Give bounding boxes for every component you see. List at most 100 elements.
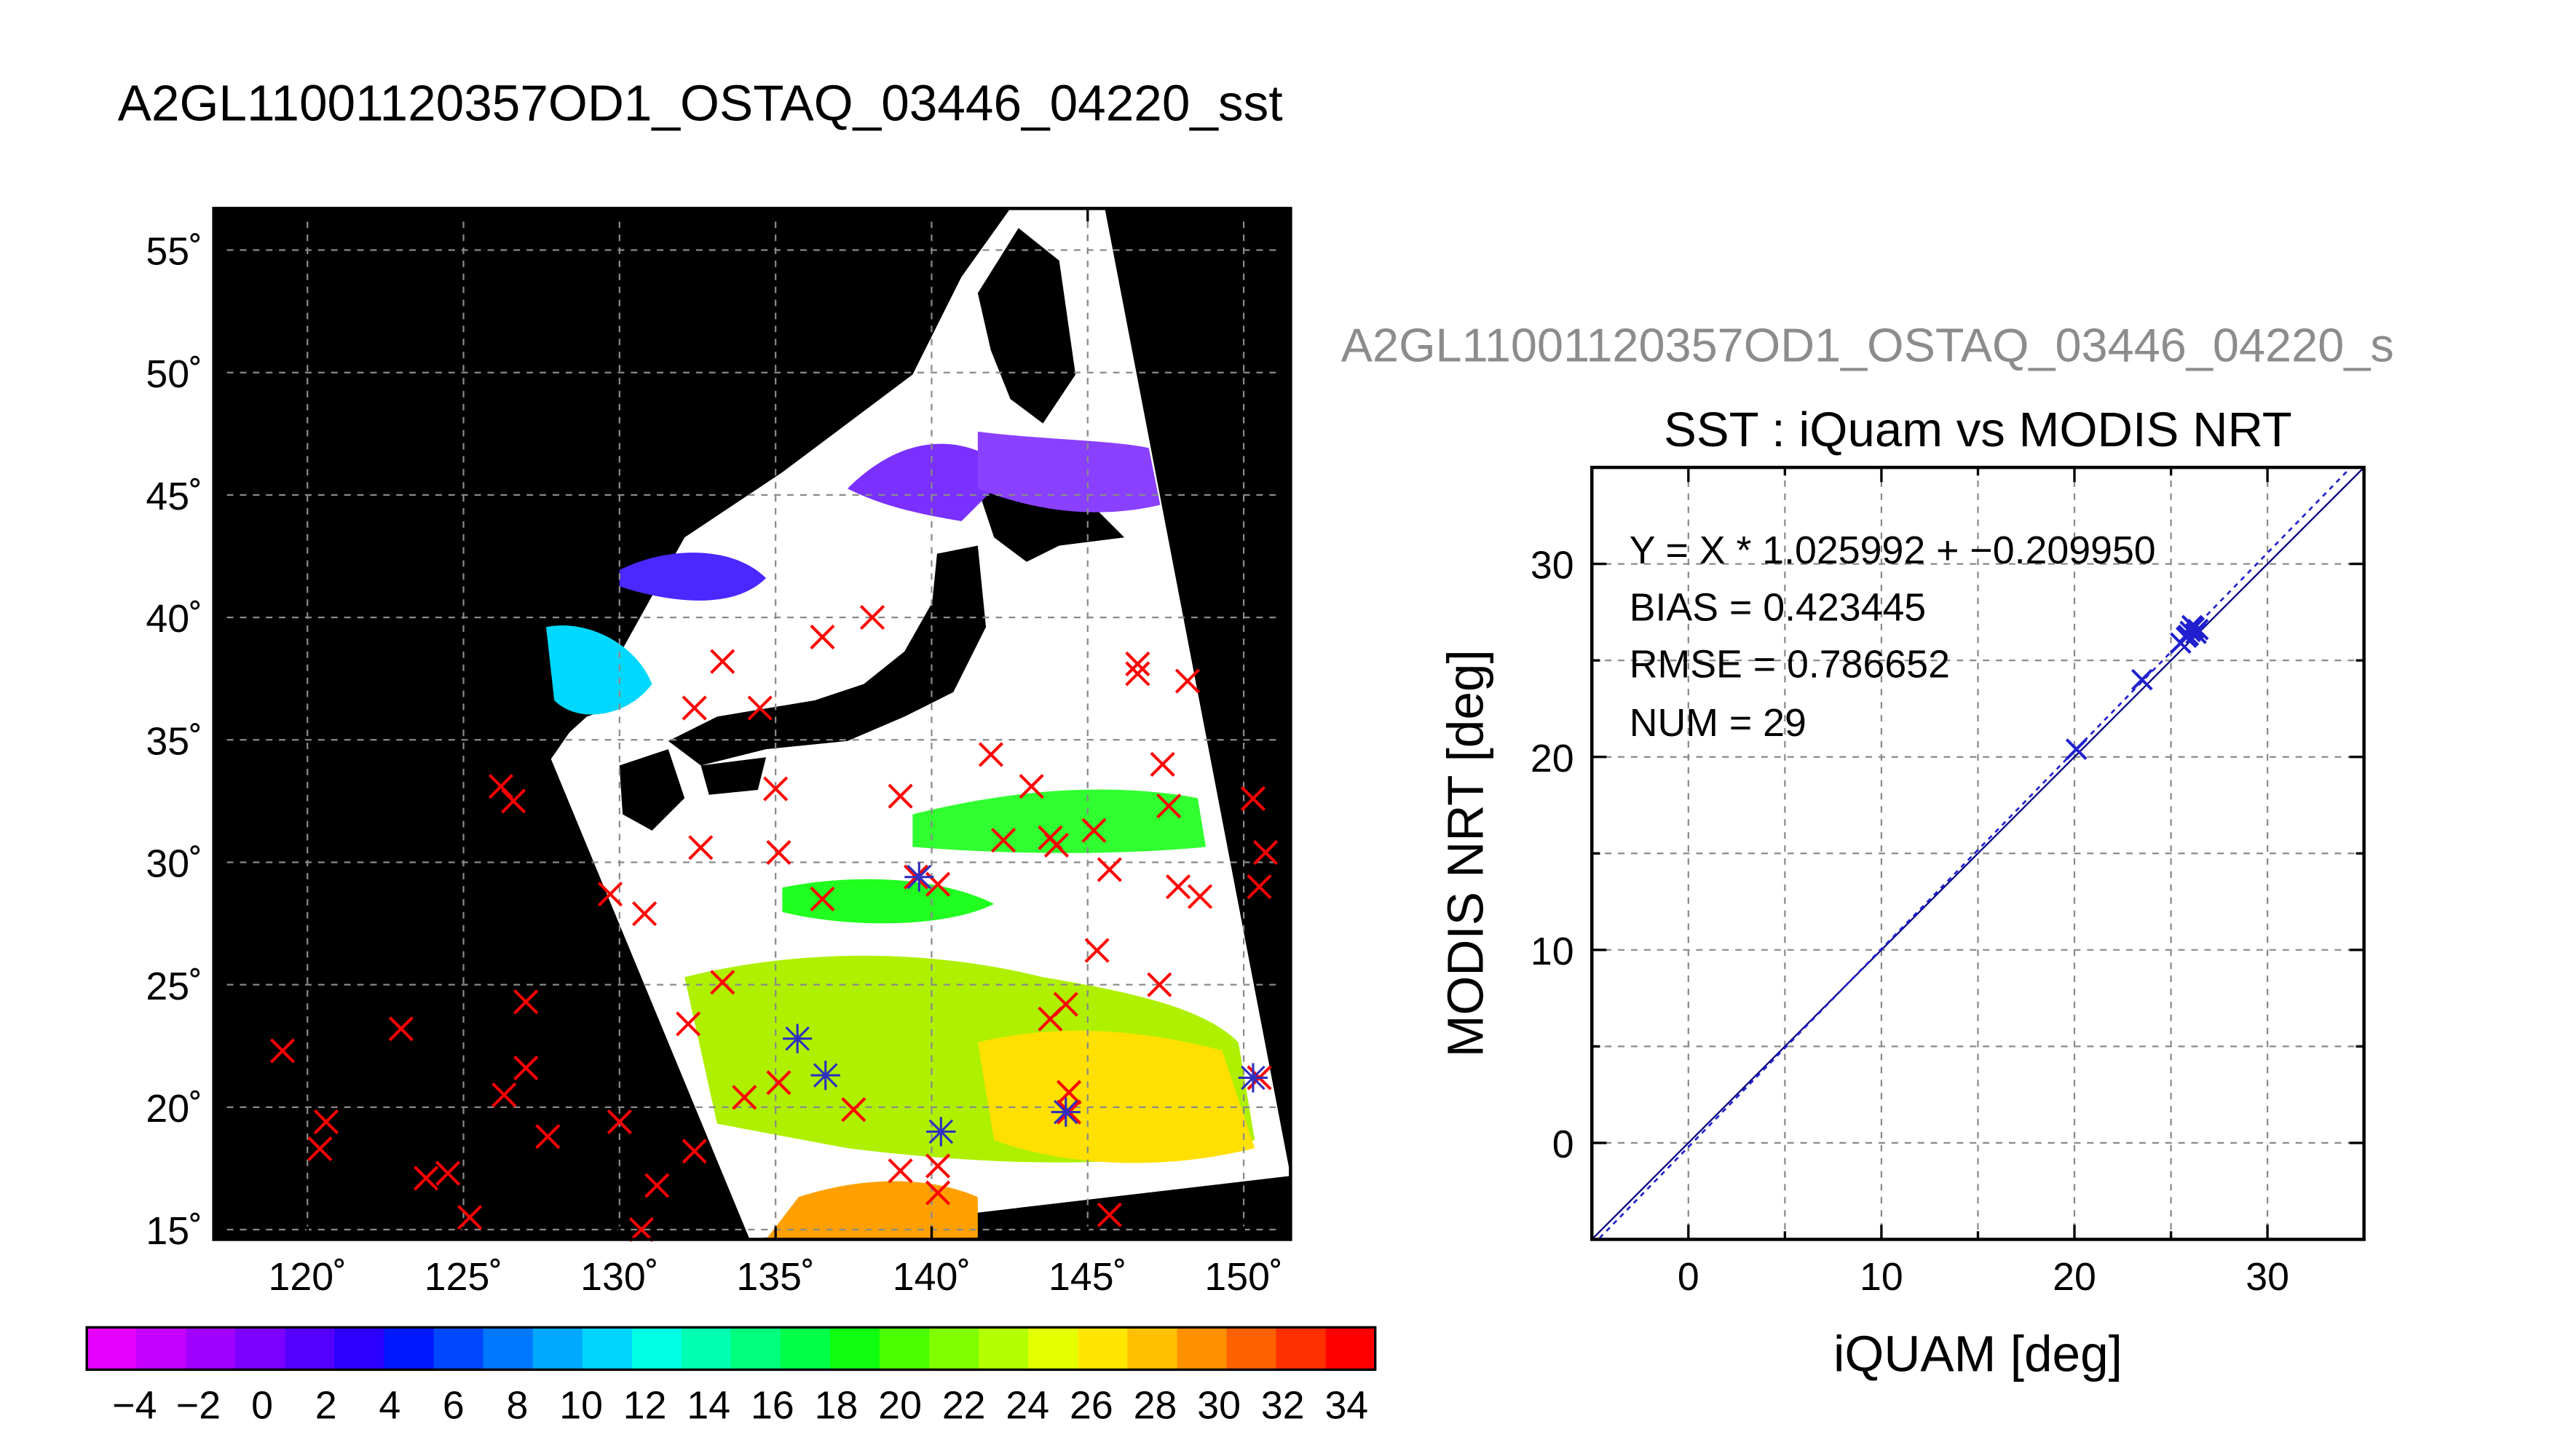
map-marker-33 [888, 1158, 913, 1184]
scatter-y-tick-label-3: 30 [1531, 544, 1574, 587]
map-x-tick-label-2: 130˚ [580, 1255, 658, 1299]
map-marker-17 [644, 1173, 670, 1198]
colorbar-tick-label-13: 22 [942, 1384, 986, 1428]
colorbar-cell-3 [235, 1327, 286, 1370]
scatter-annotation-fit: Y = X * 1.025992 + −0.209950 [1630, 529, 2156, 572]
map-marker-34 [888, 783, 913, 809]
map-marker-27 [766, 839, 791, 866]
scatter-x-tick-label-3: 30 [2246, 1255, 2289, 1299]
scatter-annotation-num: NUM = 29 [1630, 701, 1806, 745]
map-y-tick-label-6: 45˚ [146, 475, 202, 518]
map-marker-49 [1084, 938, 1110, 963]
scatter-panel: SST : iQuam vs MODIS NRT 0 10 20 30 0 10 20 30… [1437, 403, 2366, 1382]
scatter-annotation-rmse: RMSE = 0.786652 [1630, 643, 1950, 687]
scatter-annotation-bias: BIAS = 0.423445 [1630, 585, 1926, 629]
map-marker-3 [388, 1016, 414, 1042]
scatter-fit-line [1598, 467, 2352, 1239]
scatter-point-8 [2187, 618, 2209, 641]
colorbar-cell-10 [582, 1327, 633, 1370]
map-y-tick-label-4: 35˚ [146, 719, 202, 763]
colorbar-tick-label-14: 24 [1006, 1384, 1049, 1428]
map-y-tick-label-0: 15˚ [146, 1209, 202, 1253]
map-marker-20 [688, 835, 714, 860]
map-marker-13 [597, 882, 623, 907]
colorbar-cells [87, 1327, 1376, 1370]
colorbar-tick-label-6: 8 [507, 1384, 529, 1428]
colorbar-cell-6 [384, 1327, 435, 1370]
colorbar-tick-label-2: 0 [251, 1384, 273, 1428]
colorbar-tick-label-17: 30 [1197, 1384, 1241, 1428]
colorbar-cell-5 [334, 1327, 385, 1370]
colorbar-cell-17 [929, 1327, 980, 1370]
sst-green-1 [912, 789, 1207, 853]
colorbar-tick-label-9: 14 [687, 1384, 730, 1428]
colorbar-tick-label-16: 28 [1134, 1384, 1177, 1428]
map-x-tick-label-6: 150˚ [1204, 1255, 1282, 1299]
map-marker-39 [978, 742, 1004, 767]
land-sakhalin [977, 228, 1076, 424]
map-marker-54 [1147, 972, 1172, 997]
map-frame [212, 207, 1292, 1241]
scatter-x-axis-label: iQUAM [deg] [1833, 1326, 2122, 1382]
colorbar-cell-22 [1177, 1327, 1228, 1370]
colorbar-cell-21 [1127, 1327, 1178, 1370]
map-marker-55 [1150, 751, 1175, 777]
map-x-tick-label-4: 140˚ [893, 1255, 971, 1299]
map-marker-53 [1125, 661, 1150, 687]
map-matched-marker-2 [904, 862, 934, 892]
map-marker-45 [1053, 992, 1078, 1017]
colorbar-tick-label-0: −4 [112, 1384, 157, 1428]
map-marker-0 [269, 1038, 296, 1064]
map-marker-21 [682, 695, 707, 721]
map-y-tick-label-1: 20˚ [146, 1087, 202, 1131]
map-y-tick-label-2: 25˚ [146, 965, 202, 1008]
map-marker-11 [513, 1055, 539, 1081]
map-y-tick-label-3: 30˚ [146, 842, 202, 886]
colorbar-cell-15 [830, 1327, 881, 1370]
scatter-lines [1591, 467, 2365, 1241]
map-marker-58 [1174, 668, 1201, 694]
colorbar-tick-label-11: 18 [815, 1384, 858, 1428]
scatter-point-0 [2065, 738, 2088, 760]
map-marker-19 [682, 1139, 707, 1164]
scatter-identity-line [1591, 467, 2365, 1241]
colorbar-cell-20 [1078, 1327, 1129, 1370]
map-marker-51 [1097, 1202, 1122, 1227]
scatter-grid [1592, 467, 2364, 1240]
colorbar-tick-label-7: 10 [559, 1384, 603, 1428]
scatter-y-tick-label-2: 20 [1531, 737, 1574, 780]
colorbar-tick-label-8: 12 [623, 1384, 667, 1428]
scatter-x-tick-label-0: 0 [1678, 1255, 1699, 1299]
sst-green-2 [782, 879, 995, 924]
scatter-title: SST : iQuam vs MODIS NRT [1664, 403, 2292, 457]
scatter-y-tick-labels: 0 10 20 30 [1531, 544, 1574, 1166]
scatter-ticks [1590, 466, 2366, 1241]
colorbar-tick-label-5: 6 [443, 1384, 465, 1428]
colorbar-tick-label-3: 2 [315, 1384, 337, 1428]
map-marker-6 [457, 1205, 483, 1230]
map-marker-32 [859, 605, 885, 630]
scatter-x-tick-labels: 0 10 20 30 [1678, 1255, 2289, 1299]
map-marker-23 [710, 970, 735, 995]
colorbar-tick-label-10: 16 [751, 1384, 794, 1428]
colorbar-cell-7 [433, 1327, 484, 1370]
sst-cold-purple [847, 443, 1011, 521]
map-marker-26 [763, 776, 789, 802]
map-panel: 120˚ 125˚ 130˚ 135˚ 140˚ 145˚ 150˚ 15˚ 20˚ 25˚ 30… [146, 207, 1292, 1299]
map-marker-40 [990, 828, 1016, 853]
map-y-tick-label-5: 40˚ [146, 597, 202, 641]
scatter-point-9 [2177, 624, 2200, 646]
colorbar-cell-18 [979, 1327, 1030, 1370]
colorbar-cell-12 [681, 1327, 732, 1370]
map-marker-2 [313, 1109, 339, 1135]
sst-yellow [977, 1030, 1255, 1163]
map-marker-9 [491, 1082, 517, 1108]
colorbar-cell-11 [631, 1327, 682, 1370]
sst-cold-blue [619, 553, 767, 601]
sst-orange [766, 1181, 978, 1240]
map-markers [269, 605, 1279, 1243]
colorbar-cell-16 [880, 1327, 931, 1370]
colorbar-cell-23 [1226, 1327, 1277, 1370]
map-marker-15 [628, 1216, 654, 1243]
